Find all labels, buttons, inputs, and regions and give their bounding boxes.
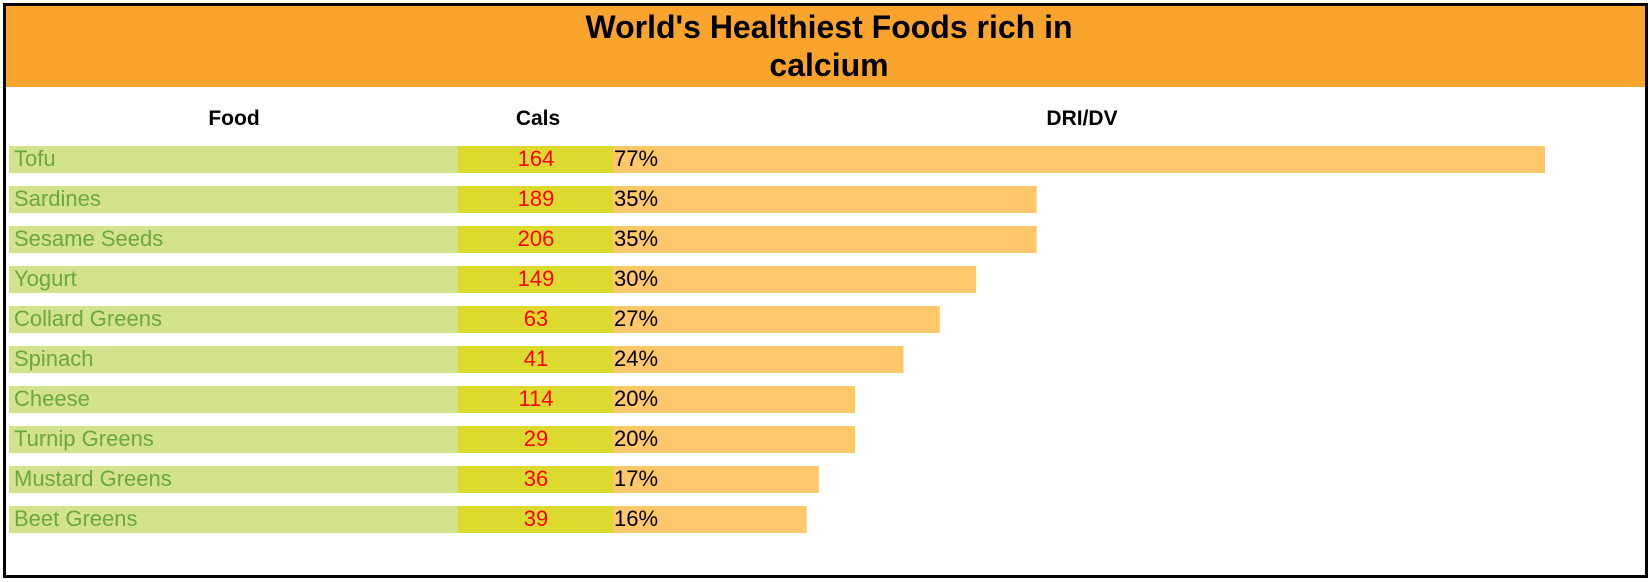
- dri-label: 17%: [614, 466, 658, 491]
- chart-frame: World's Healthiest Foods rich in calcium…: [3, 3, 1648, 578]
- food-label: Turnip Greens: [14, 426, 154, 451]
- food-label: Tofu: [14, 146, 56, 171]
- chart-row: Sardines 189 35%: [9, 186, 1037, 213]
- food-cell: [9, 146, 458, 173]
- food-cell: [9, 266, 458, 293]
- cals-cell: [458, 146, 613, 173]
- chart-row: Turnip Greens 29 20%: [9, 426, 856, 453]
- cals-cell: [458, 466, 613, 493]
- cals-label: 189: [518, 186, 555, 211]
- dri-bar: [613, 226, 1037, 253]
- cals-label: 149: [518, 266, 555, 291]
- cals-label: 36: [524, 466, 548, 491]
- cals-label: 114: [518, 386, 553, 411]
- chart-row: Sesame Seeds 206 35%: [9, 226, 1037, 253]
- food-cell: [9, 426, 458, 453]
- chart-row: Yogurt 149 30%: [9, 266, 977, 293]
- cals-cell: [458, 506, 613, 533]
- dri-bar: [613, 466, 819, 493]
- calcium-chart: World's Healthiest Foods rich in calcium…: [6, 6, 1645, 533]
- chart-row: Tofu 164 77%: [9, 146, 1545, 173]
- chart-row: Collard Greens 63 27%: [9, 306, 940, 333]
- dri-label: 20%: [614, 426, 658, 451]
- cals-cell: [458, 226, 613, 253]
- food-label: Mustard Greens: [14, 466, 172, 491]
- dri-label: 30%: [614, 266, 658, 291]
- dri-bar: [613, 346, 904, 373]
- column-header-cals: Cals: [516, 107, 560, 130]
- title-band: [6, 6, 1645, 87]
- food-label: Beet Greens: [14, 506, 138, 531]
- cals-label: 39: [524, 506, 548, 531]
- dri-bar: [613, 146, 1545, 173]
- food-label: Spinach: [14, 346, 94, 371]
- cals-label: 206: [518, 226, 555, 251]
- food-cell: [9, 386, 458, 413]
- cals-label: 63: [524, 306, 548, 331]
- food-label: Yogurt: [14, 266, 77, 291]
- cals-cell: [458, 386, 613, 413]
- dri-bar: [613, 306, 940, 333]
- chart-row: Cheese 114 20%: [9, 386, 856, 413]
- cals-cell: [458, 266, 613, 293]
- food-cell: [9, 306, 458, 333]
- dri-label: 35%: [614, 226, 658, 251]
- chart-row: Mustard Greens 36 17%: [9, 466, 819, 493]
- cals-cell: [458, 426, 613, 453]
- dri-label: 24%: [614, 346, 658, 371]
- dri-label: 27%: [614, 306, 658, 331]
- food-cell: [9, 226, 458, 253]
- cals-label: 41: [524, 346, 548, 371]
- chart-title-line-2: calcium: [769, 47, 888, 83]
- food-cell: [9, 466, 458, 493]
- dri-bar: [613, 186, 1037, 213]
- column-header-dri: DRI/DV: [1046, 107, 1117, 130]
- food-label: Collard Greens: [14, 306, 162, 331]
- chart-row: Spinach 41 24%: [9, 346, 904, 373]
- food-cell: [9, 346, 458, 373]
- dri-bar: [613, 266, 977, 293]
- cals-label: 164: [518, 146, 555, 171]
- cals-cell: [458, 306, 613, 333]
- food-label: Cheese: [14, 386, 90, 411]
- dri-bar: [613, 386, 856, 413]
- cals-cell: [458, 346, 613, 373]
- column-header-food: Food: [208, 107, 259, 130]
- dri-bar: [613, 426, 856, 453]
- food-label: Sesame Seeds: [14, 226, 163, 251]
- dri-label: 35%: [614, 186, 658, 211]
- chart-row: Beet Greens 39 16%: [9, 506, 807, 533]
- cals-label: 29: [524, 426, 548, 451]
- food-label: Sardines: [14, 186, 101, 211]
- food-cell: [9, 186, 458, 213]
- chart-title-line-1: World's Healthiest Foods rich in: [585, 9, 1072, 45]
- cals-cell: [458, 186, 613, 213]
- dri-label: 20%: [614, 386, 658, 411]
- dri-bar: [613, 506, 807, 533]
- dri-label: 77%: [614, 146, 658, 171]
- dri-label: 16%: [614, 506, 658, 531]
- food-cell: [9, 506, 458, 533]
- chart-rows: Tofu 164 77% Sardines 189 35% Sesame Seeds 206 3…: [9, 146, 1545, 533]
